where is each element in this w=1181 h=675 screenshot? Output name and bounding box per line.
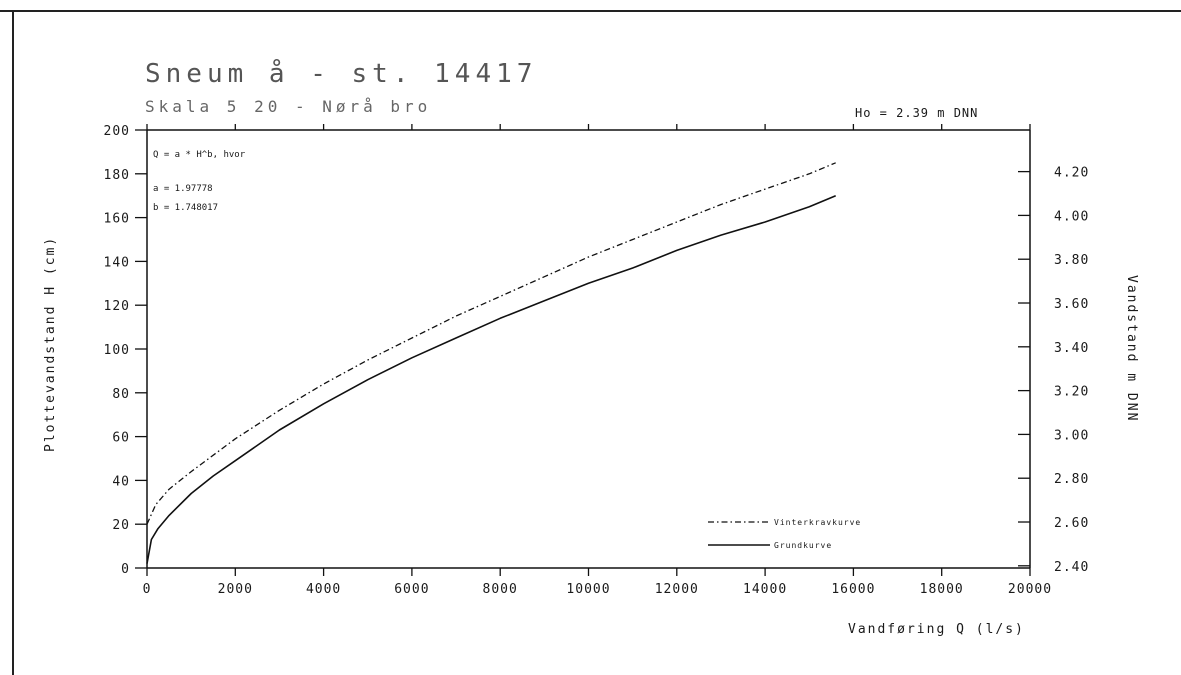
axis-tick-labels: 0 2000 4000 6000 8000 10000 12000 14000 16000 180… (104, 124, 1089, 597)
y-tick-label-1: 20 (112, 518, 130, 533)
x-tick-label-8: 16000 (831, 582, 875, 597)
y2-tick-label-5: 3.40 (1054, 341, 1089, 356)
x-tick-label-3: 6000 (394, 582, 429, 597)
y2-tick-label-3: 3.00 (1054, 428, 1089, 443)
formula-line-1: Q = a * H^b, hvor (153, 150, 246, 160)
y-tick-label-0: 0 (121, 562, 130, 577)
y-tick-label-9: 180 (104, 168, 130, 183)
x-tick-label-1: 2000 (218, 582, 253, 597)
y2-tick-label-4: 3.20 (1054, 385, 1089, 400)
y2-tick-label-9: 4.20 (1054, 166, 1089, 181)
y-axis-label: Plottevandstand H (cm) (43, 236, 58, 452)
chart-subtitle: Skala 5 20 - Nørå bro (145, 97, 431, 116)
y-tick-label-3: 60 (112, 431, 130, 446)
y2-tick-label-7: 3.80 (1054, 253, 1089, 268)
x-tick-label-7: 14000 (743, 582, 787, 597)
x-tick-label-2: 4000 (306, 582, 341, 597)
x-axis-label: Vandføring Q (l/s) (848, 622, 1025, 637)
y-tick-label-10: 200 (104, 124, 130, 139)
x-tick-label-4: 8000 (483, 582, 518, 597)
series-line-grundkurve (146, 194, 837, 564)
formula-line-2: a = 1.97778 (153, 184, 213, 194)
series-group (146, 162, 837, 564)
y2-tick-label-2: 2.80 (1054, 472, 1089, 487)
x-tick-label-0: 0 (143, 582, 152, 597)
y-tick-label-7: 140 (104, 255, 130, 270)
y-tick-label-2: 40 (112, 474, 130, 489)
y-tick-label-6: 120 (104, 299, 130, 314)
chart-title: Sneum å - st. 14417 (145, 58, 537, 89)
legend-label-grundkurve: Grundkurve (774, 541, 832, 550)
plot-frame (146, 129, 1031, 569)
legend: Vinterkravkurve Grundkurve (708, 518, 861, 550)
y-tick-label-4: 80 (112, 387, 130, 402)
series-line-vinterkravkurve (146, 162, 836, 525)
y2-tick-label-6: 3.60 (1054, 297, 1089, 312)
x-tick-label-6: 12000 (655, 582, 699, 597)
formula-line-3: b = 1.748017 (153, 203, 218, 213)
x-tick-label-9: 18000 (920, 582, 964, 597)
y2-tick-label-8: 4.00 (1054, 209, 1089, 224)
x-tick-label-10: 20000 (1008, 582, 1052, 597)
y-tick-label-8: 160 (104, 212, 130, 227)
ho-label: Ho = 2.39 m DNN (855, 106, 978, 120)
frame-top-border (0, 10, 1181, 12)
axis-ticks (135, 124, 1031, 576)
y2-tick-label-0: 2.40 (1054, 560, 1089, 575)
legend-label-vinterkravkurve: Vinterkravkurve (774, 518, 861, 527)
frame-left-border (12, 10, 14, 675)
y2-axis-label: Vandstand m DNN (1124, 275, 1139, 422)
y2-tick-label-1: 2.60 (1054, 516, 1089, 531)
x-tick-label-5: 10000 (566, 582, 610, 597)
y-tick-label-5: 100 (104, 343, 130, 358)
